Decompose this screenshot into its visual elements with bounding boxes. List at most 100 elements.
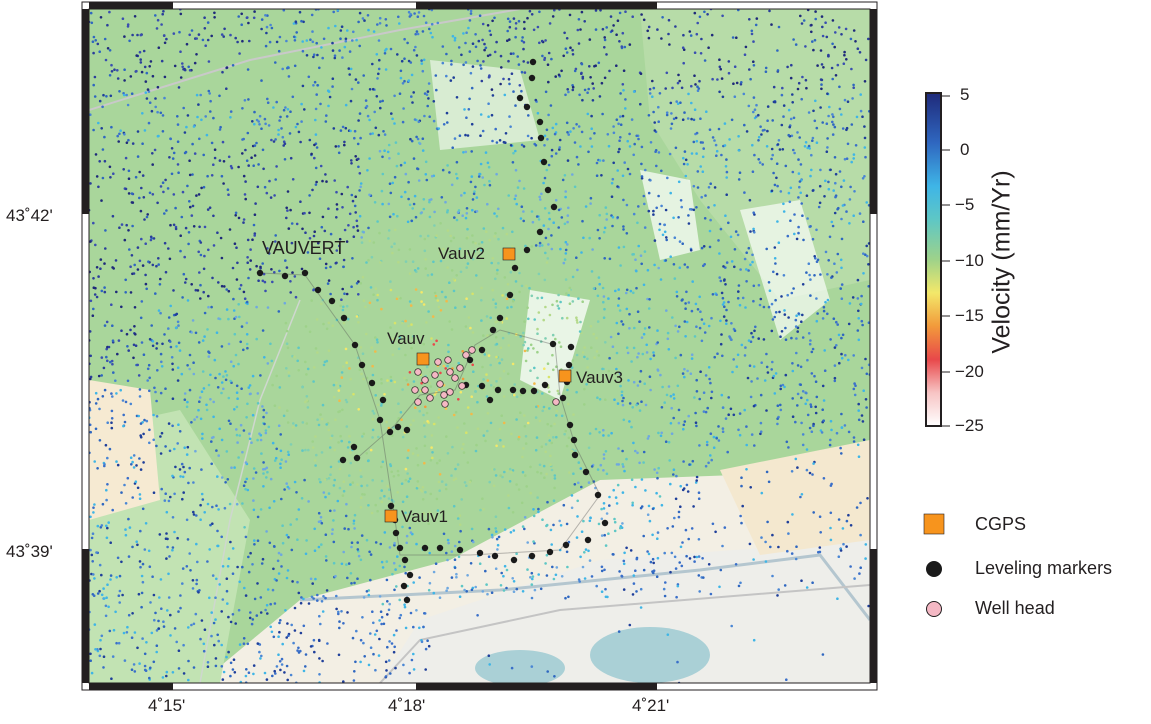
insar-point	[603, 76, 607, 80]
insar-point	[757, 337, 760, 340]
insar-point	[536, 296, 539, 300]
insar-point	[618, 570, 621, 573]
insar-point	[726, 450, 729, 454]
insar-point	[811, 237, 815, 241]
insar-point	[530, 136, 533, 140]
insar-point	[867, 285, 870, 288]
insar-point	[191, 142, 194, 146]
insar-point	[122, 631, 126, 635]
insar-point	[699, 165, 702, 168]
leveling-marker	[494, 386, 502, 394]
insar-point	[536, 327, 539, 331]
insar-point	[471, 42, 475, 45]
insar-point	[622, 588, 626, 591]
insar-point	[843, 157, 847, 161]
insar-point	[359, 185, 363, 189]
insar-point	[207, 350, 210, 354]
insar-point	[534, 448, 538, 452]
insar-point	[109, 176, 112, 179]
insar-point	[833, 211, 837, 215]
insar-point	[244, 197, 247, 201]
insar-point	[381, 172, 385, 176]
insar-point	[122, 168, 125, 171]
insar-point	[550, 148, 554, 152]
insar-point	[429, 492, 433, 496]
insar-point	[301, 385, 304, 389]
insar-point	[723, 144, 727, 147]
insar-point	[494, 515, 498, 518]
insar-point	[622, 465, 625, 468]
insar-point	[615, 64, 618, 67]
insar-point	[693, 11, 697, 15]
insar-point	[744, 45, 748, 49]
insar-point	[524, 442, 528, 445]
insar-point	[358, 189, 361, 192]
insar-point	[361, 435, 364, 438]
insar-point	[646, 513, 650, 516]
insar-point	[400, 482, 404, 486]
insar-point	[272, 140, 276, 143]
insar-point	[271, 280, 274, 284]
insar-point	[580, 62, 584, 66]
insar-point	[603, 226, 607, 230]
insar-point	[239, 680, 243, 683]
insar-point	[840, 113, 843, 116]
insar-point	[589, 516, 592, 519]
insar-point	[439, 371, 442, 375]
insar-point	[152, 237, 156, 240]
insar-point	[699, 52, 703, 55]
insar-point	[166, 537, 169, 541]
insar-point	[125, 93, 128, 97]
insar-point	[742, 92, 746, 96]
insar-point	[724, 417, 728, 420]
insar-point	[799, 383, 802, 387]
insar-point	[415, 54, 419, 57]
insar-point	[341, 56, 344, 59]
insar-point	[299, 140, 302, 144]
insar-point	[865, 254, 869, 258]
insar-point	[216, 633, 219, 637]
insar-point	[797, 231, 800, 235]
insar-point	[414, 406, 417, 410]
insar-point	[235, 278, 239, 281]
insar-point	[759, 297, 763, 301]
insar-point	[223, 506, 227, 510]
insar-point	[499, 321, 503, 324]
insar-point	[108, 10, 111, 14]
insar-point	[225, 87, 228, 90]
insar-point	[223, 285, 226, 288]
insar-point	[418, 626, 421, 630]
insar-point	[111, 395, 114, 398]
insar-point	[702, 147, 705, 150]
insar-point	[314, 107, 318, 111]
insar-point	[707, 324, 711, 328]
insar-point	[830, 66, 834, 70]
insar-point	[247, 555, 250, 559]
insar-point	[130, 636, 134, 639]
insar-point	[313, 459, 317, 462]
insar-point	[195, 542, 198, 546]
insar-point	[539, 340, 543, 343]
insar-point	[507, 344, 511, 347]
insar-point	[548, 217, 551, 221]
insar-point	[471, 363, 475, 367]
insar-point	[543, 58, 546, 61]
insar-point	[265, 31, 268, 35]
insar-point	[209, 110, 212, 113]
leveling-marker	[387, 502, 395, 510]
insar-point	[499, 438, 502, 442]
insar-point	[441, 168, 445, 172]
insar-point	[815, 395, 819, 399]
insar-point	[262, 461, 265, 464]
insar-point	[678, 266, 682, 270]
insar-point	[241, 39, 244, 43]
insar-point	[132, 343, 136, 347]
insar-point	[324, 495, 327, 499]
insar-point	[260, 654, 263, 658]
insar-point	[367, 593, 371, 597]
insar-point	[548, 22, 552, 25]
insar-point	[491, 536, 494, 539]
insar-point	[148, 676, 151, 680]
insar-point	[233, 671, 237, 674]
insar-point	[849, 185, 852, 189]
